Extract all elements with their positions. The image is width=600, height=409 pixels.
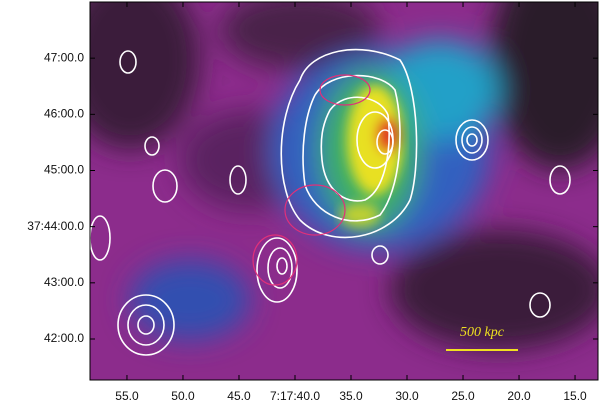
y-tick-label: 47:00.0 bbox=[44, 50, 84, 64]
x-tick-label: 20.0 bbox=[507, 389, 531, 403]
x-tick-label: 30.0 bbox=[395, 389, 419, 403]
scale-label: 500 kpc bbox=[460, 325, 505, 340]
x-tick-label: 50.0 bbox=[171, 389, 195, 403]
y-tick-label: 46:00.0 bbox=[44, 107, 84, 121]
x-tick-label: 7:17:40.0 bbox=[270, 389, 320, 403]
x-tick-label: 35.0 bbox=[339, 389, 363, 403]
x-tick-label: 45.0 bbox=[227, 389, 251, 403]
x-tick-label: 25.0 bbox=[451, 389, 475, 403]
y-tick-label: 37:44:00.0 bbox=[27, 219, 84, 233]
frame bbox=[89, 1, 599, 381]
y-tick-label: 42:00.0 bbox=[44, 331, 84, 345]
x-tick-label: 55.0 bbox=[115, 389, 139, 403]
y-tick-label: 45:00.0 bbox=[44, 163, 84, 177]
y-tick-label: 43:00.0 bbox=[44, 275, 84, 289]
x-tick-label: 15.0 bbox=[563, 389, 587, 403]
sky-image: 500 kpc bbox=[90, 2, 598, 380]
